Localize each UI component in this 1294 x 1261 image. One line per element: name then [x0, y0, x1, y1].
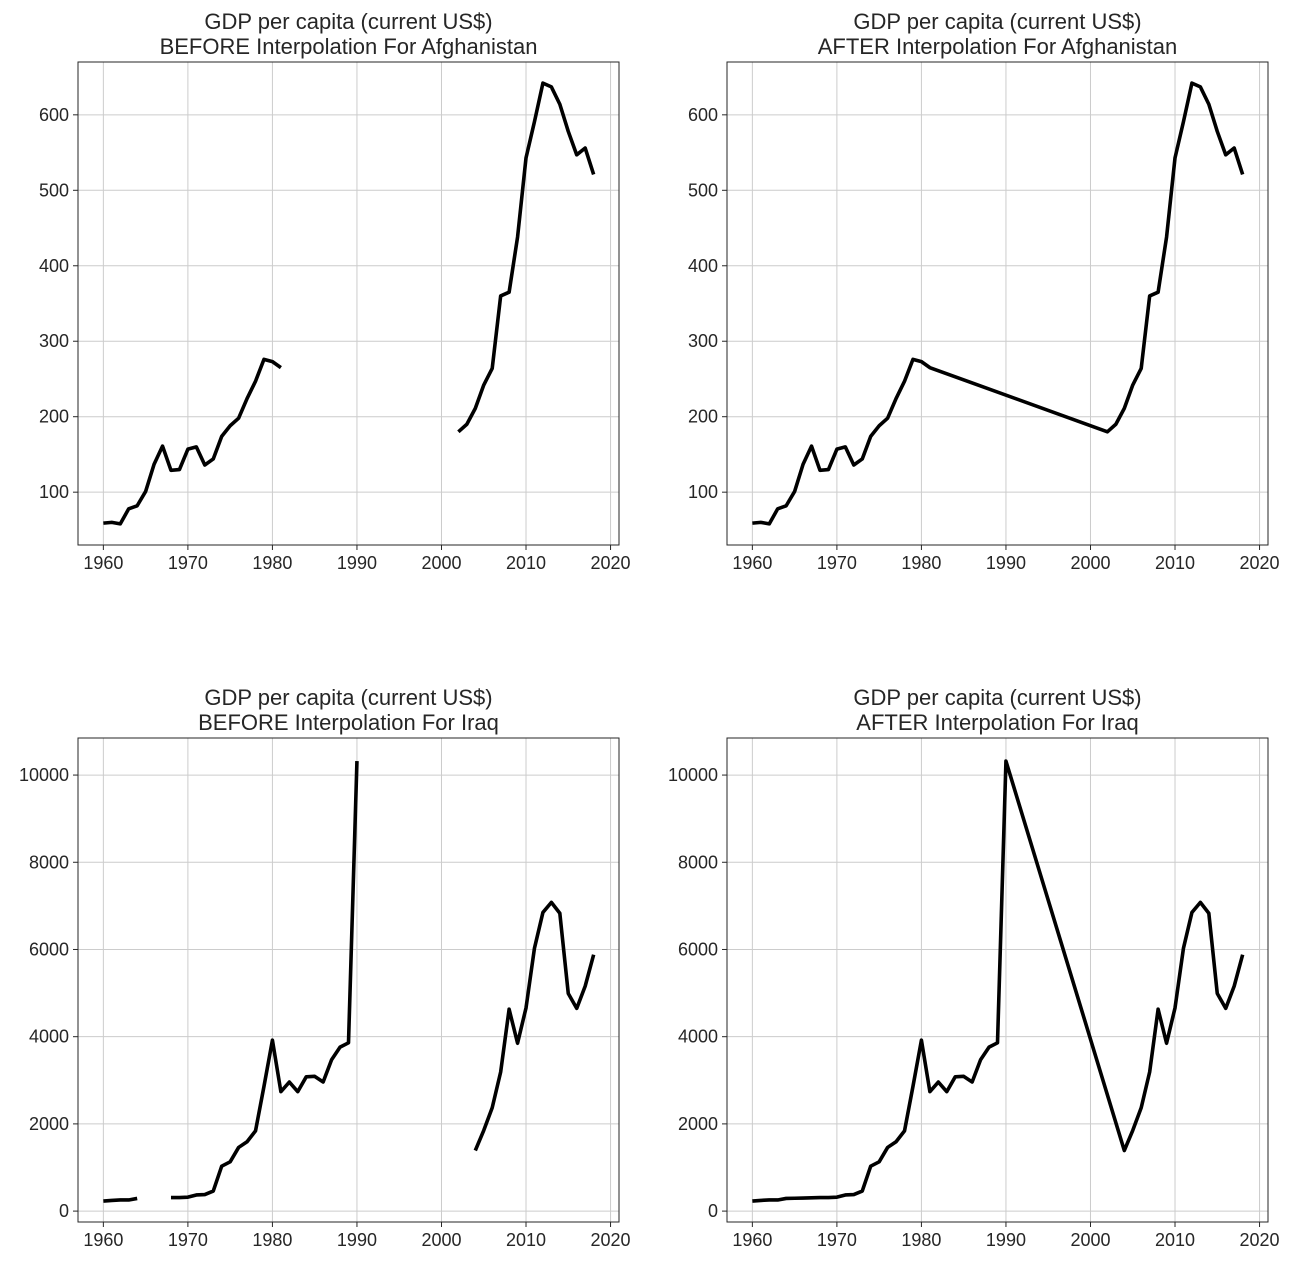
chart-title: GDP per capita (current US$)	[204, 9, 492, 34]
chart-title: GDP per capita (current US$)	[204, 685, 492, 710]
x-tick-label: 1970	[817, 553, 857, 573]
y-tick-label: 8000	[678, 852, 718, 872]
x-tick-label: 1960	[732, 1230, 772, 1250]
chart-panel-4: 1960 1970 1980 1990 2000 2010 2020 0 2000 4000 600…	[668, 685, 1280, 1250]
chart-subtitle: AFTER Interpolation For Iraq	[856, 710, 1138, 735]
x-tick-label: 1990	[337, 1230, 377, 1250]
y-tick-label: 6000	[678, 939, 718, 959]
x-tick-label: 2000	[421, 1230, 461, 1250]
y-tick-label: 10000	[668, 765, 718, 785]
chart-panel-3: 1960 1970 1980 1990 2000 2010 2020 0 2000 4000 600…	[19, 685, 631, 1250]
x-tick-label: 2020	[591, 553, 631, 573]
chart-title: GDP per capita (current US$)	[853, 685, 1141, 710]
chart-subtitle: BEFORE Interpolation For Iraq	[198, 710, 499, 735]
y-tick-label: 4000	[29, 1027, 69, 1047]
x-tick-label: 1970	[168, 553, 208, 573]
plot-frame	[77, 737, 620, 1223]
y-tick-label: 2000	[678, 1114, 718, 1134]
y-tick-label: 200	[39, 407, 69, 427]
x-tick-label: 1990	[986, 553, 1026, 573]
y-tick-label: 4000	[678, 1027, 718, 1047]
x-tick-label: 1980	[901, 1230, 941, 1250]
y-tick-label: 300	[39, 331, 69, 351]
x-tick-label: 1980	[252, 553, 292, 573]
x-tick-label: 2020	[591, 1230, 631, 1250]
series-line	[103, 81, 596, 526]
x-tick-label: 2000	[1070, 553, 1110, 573]
y-tick-label: 2000	[29, 1114, 69, 1134]
plot-frame	[726, 737, 1269, 1223]
y-tick-label: 300	[688, 331, 718, 351]
y-tick-label: 500	[39, 180, 69, 200]
x-tick-label: 2020	[1240, 553, 1280, 573]
chart-panel-1: 1960 1970 1980 1990 2000 2010 2020 100 200 300 400…	[39, 9, 631, 573]
x-tick-label: 1970	[817, 1230, 857, 1250]
chart-title: GDP per capita (current US$)	[853, 9, 1141, 34]
x-tick-label: 2010	[506, 1230, 546, 1250]
series-line	[103, 761, 596, 1203]
y-tick-label: 400	[39, 256, 69, 276]
series-line	[752, 81, 1245, 526]
y-tick-label: 10000	[19, 765, 69, 785]
x-tick-label: 2020	[1240, 1230, 1280, 1250]
x-tick-label: 1980	[901, 553, 941, 573]
x-tick-label: 1990	[986, 1230, 1026, 1250]
x-tick-label: 1960	[83, 553, 123, 573]
x-tick-label: 2010	[506, 553, 546, 573]
x-tick-label: 2010	[1155, 1230, 1195, 1250]
y-tick-label: 8000	[29, 852, 69, 872]
x-tick-label: 1960	[83, 1230, 123, 1250]
y-tick-label: 600	[688, 105, 718, 125]
y-tick-label: 100	[688, 482, 718, 502]
chart-subtitle: BEFORE Interpolation For Afghanistan	[160, 34, 538, 59]
series-line	[752, 759, 1245, 1203]
x-tick-label: 2000	[1070, 1230, 1110, 1250]
chart-subtitle: AFTER Interpolation For Afghanistan	[818, 34, 1178, 59]
y-tick-label: 6000	[29, 939, 69, 959]
x-tick-label: 2010	[1155, 553, 1195, 573]
y-tick-label: 600	[39, 105, 69, 125]
x-tick-label: 1970	[168, 1230, 208, 1250]
y-tick-label: 100	[39, 482, 69, 502]
y-tick-label: 200	[688, 407, 718, 427]
y-tick-label: 0	[59, 1201, 69, 1221]
plot-frame	[77, 61, 620, 546]
plot-frame	[726, 61, 1269, 546]
chart-panel-2: 1960 1970 1980 1990 2000 2010 2020 100 200 300 400…	[688, 9, 1280, 573]
y-tick-label: 400	[688, 256, 718, 276]
y-tick-label: 0	[708, 1201, 718, 1221]
x-tick-label: 2000	[421, 553, 461, 573]
x-tick-label: 1990	[337, 553, 377, 573]
x-tick-label: 1960	[732, 553, 772, 573]
y-tick-label: 500	[688, 180, 718, 200]
x-tick-label: 1980	[252, 1230, 292, 1250]
